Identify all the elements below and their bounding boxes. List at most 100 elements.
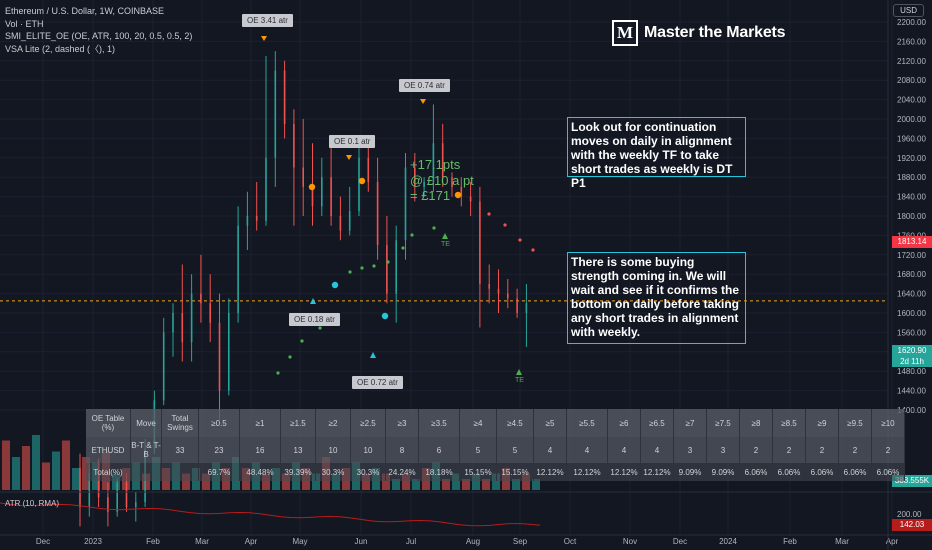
y-tick-label: 1600.00 bbox=[897, 309, 926, 318]
candle-body bbox=[88, 473, 91, 507]
atr-indicator-label[interactable]: ATR (10, RMA) bbox=[5, 499, 60, 508]
signal-dot bbox=[518, 238, 522, 242]
oe-table-count-cell: 2 bbox=[871, 437, 905, 463]
oe-table-header-cell: ≥4 bbox=[459, 409, 497, 437]
oe-arrow-icon bbox=[420, 99, 426, 104]
volume-bar bbox=[482, 479, 490, 490]
oe-up-arrow-icon bbox=[310, 298, 316, 304]
candle-body bbox=[386, 245, 388, 294]
volume-bar bbox=[62, 440, 70, 490]
oe-table-count-cell: 2 bbox=[739, 437, 773, 463]
oe-table-count-cell: 10 bbox=[315, 437, 351, 463]
signal-dot bbox=[432, 226, 436, 230]
indicator-smi[interactable]: SMI_ELITE_OE (OE, ATR, 100, 20, 0.5, 0.5… bbox=[5, 31, 193, 41]
candle-body bbox=[311, 186, 314, 207]
oe-table-count-cell: 3 bbox=[673, 437, 707, 463]
oe-table-total-cell: 6.06% bbox=[838, 463, 872, 481]
oe-table: OE Table (%) Move Total Swings ≥0.5 ≥1 ≥1.5 ≥2… bbox=[86, 409, 905, 481]
logo-text: Master the Markets bbox=[644, 24, 786, 41]
volume-bar bbox=[412, 479, 420, 490]
profit-total: = £171 bbox=[410, 188, 451, 203]
candle-body bbox=[274, 70, 277, 158]
candle-body bbox=[395, 240, 397, 294]
y-tick-label: 1800.00 bbox=[897, 212, 926, 221]
volume-bar bbox=[142, 473, 150, 490]
volume-bar bbox=[72, 468, 80, 490]
tag-oe-0-18: OE 0.18 atr bbox=[289, 313, 340, 326]
currency-button[interactable]: USD bbox=[893, 4, 924, 17]
x-tick-label: 2024 bbox=[719, 537, 737, 546]
volume-bar bbox=[52, 451, 60, 490]
volume-bar bbox=[382, 473, 390, 490]
te-arrow-icon bbox=[442, 233, 448, 239]
volume-bar bbox=[182, 473, 190, 490]
volume-bar bbox=[262, 473, 270, 490]
oe-table-header-cell: ≥8 bbox=[739, 409, 773, 437]
candle-body bbox=[414, 167, 416, 187]
oe-table-total-cell bbox=[161, 463, 199, 481]
profit-annotation: +17.1pts @ £10 a pt = £171 bbox=[410, 157, 474, 204]
oe-table-header-cell: ≥7 bbox=[673, 409, 707, 437]
volume-bar bbox=[202, 473, 210, 490]
volume-bar bbox=[2, 440, 10, 490]
oe-table-count-cell: ETHUSD bbox=[86, 437, 131, 463]
tag-oe-0-74: OE 0.74 atr bbox=[399, 79, 450, 92]
oe-table-header-cell: ≥3 bbox=[385, 409, 419, 437]
indicator-vol[interactable]: Vol · ETH bbox=[5, 18, 44, 29]
te-label-2: TE bbox=[515, 377, 524, 384]
logo-mark-icon: M bbox=[612, 20, 638, 46]
oe-table-count-cell: 4 bbox=[607, 437, 641, 463]
candle-body bbox=[367, 157, 370, 183]
y-tick-label: 1400.00 bbox=[897, 406, 926, 415]
atr-line bbox=[0, 502, 541, 527]
te-arrow-icon bbox=[516, 369, 522, 375]
x-tick-label: Dec bbox=[673, 537, 687, 546]
candle-body bbox=[479, 201, 481, 284]
candle-body bbox=[135, 502, 137, 507]
oe-table-total-cell: 6.06% bbox=[805, 463, 839, 481]
signal-dot bbox=[381, 312, 389, 320]
tag-oe-0-72: OE 0.72 atr bbox=[352, 376, 403, 389]
signal-dot bbox=[360, 266, 364, 270]
oe-table-header-cell: ≥10 bbox=[871, 409, 905, 437]
oe-table-total-cell: 39.39% bbox=[280, 463, 316, 481]
oe-table-header-row: OE Table (%) Move Total Swings ≥0.5 ≥1 ≥1.5 ≥2… bbox=[86, 409, 905, 437]
x-tick-label: Nov bbox=[623, 537, 637, 546]
candle-body bbox=[125, 482, 128, 507]
price-label-red: 1813.14 bbox=[892, 236, 932, 248]
candle-body bbox=[358, 157, 360, 212]
atr-pane: 200.00100.00 bbox=[0, 502, 922, 528]
oe-table-total-cell bbox=[130, 463, 162, 481]
candle-body bbox=[293, 123, 295, 168]
oe-table-total-cell: 12.12% bbox=[533, 463, 567, 481]
x-tick-label: Oct bbox=[564, 537, 577, 546]
candle-body bbox=[441, 143, 444, 178]
candle-body bbox=[330, 177, 332, 216]
candle-body bbox=[516, 298, 518, 313]
signal-dot bbox=[331, 281, 339, 289]
y-tick-label: 1680.00 bbox=[897, 270, 926, 279]
indicator-vsa[interactable]: VSA Lite (2, dashed (〈), 1) bbox=[5, 43, 116, 54]
y-tick-label: 1480.00 bbox=[897, 367, 926, 376]
candle-body bbox=[190, 293, 193, 343]
volume-bar bbox=[112, 473, 120, 490]
x-tick-label: Sep bbox=[513, 537, 528, 546]
oe-table-total-cell: 6.06% bbox=[772, 463, 806, 481]
volume-bar bbox=[462, 479, 470, 490]
x-tick-label: Jun bbox=[355, 537, 368, 546]
oe-table-total-cell: 9.09% bbox=[673, 463, 707, 481]
oe-table-count-cell: 2 bbox=[772, 437, 806, 463]
x-tick-label: Aug bbox=[466, 537, 480, 546]
candle-body bbox=[246, 216, 249, 226]
candle-body bbox=[339, 216, 342, 231]
oe-table-header-cell: ≥5 bbox=[533, 409, 567, 437]
oe-table-count-cell: 13 bbox=[280, 437, 316, 463]
oe-table-header-cell: ≥3.5 bbox=[418, 409, 460, 437]
y-tick-label: 1880.00 bbox=[897, 173, 926, 182]
volume-bar bbox=[452, 473, 460, 490]
profit-rate: @ £10 a pt bbox=[410, 172, 474, 188]
symbol-line[interactable]: Ethereum / U.S. Dollar, 1W, COINBASE bbox=[5, 6, 165, 16]
oe-table-header-cell: Total Swings bbox=[161, 409, 199, 437]
signal-dot bbox=[318, 326, 322, 330]
x-tick-label: Feb bbox=[783, 537, 797, 546]
